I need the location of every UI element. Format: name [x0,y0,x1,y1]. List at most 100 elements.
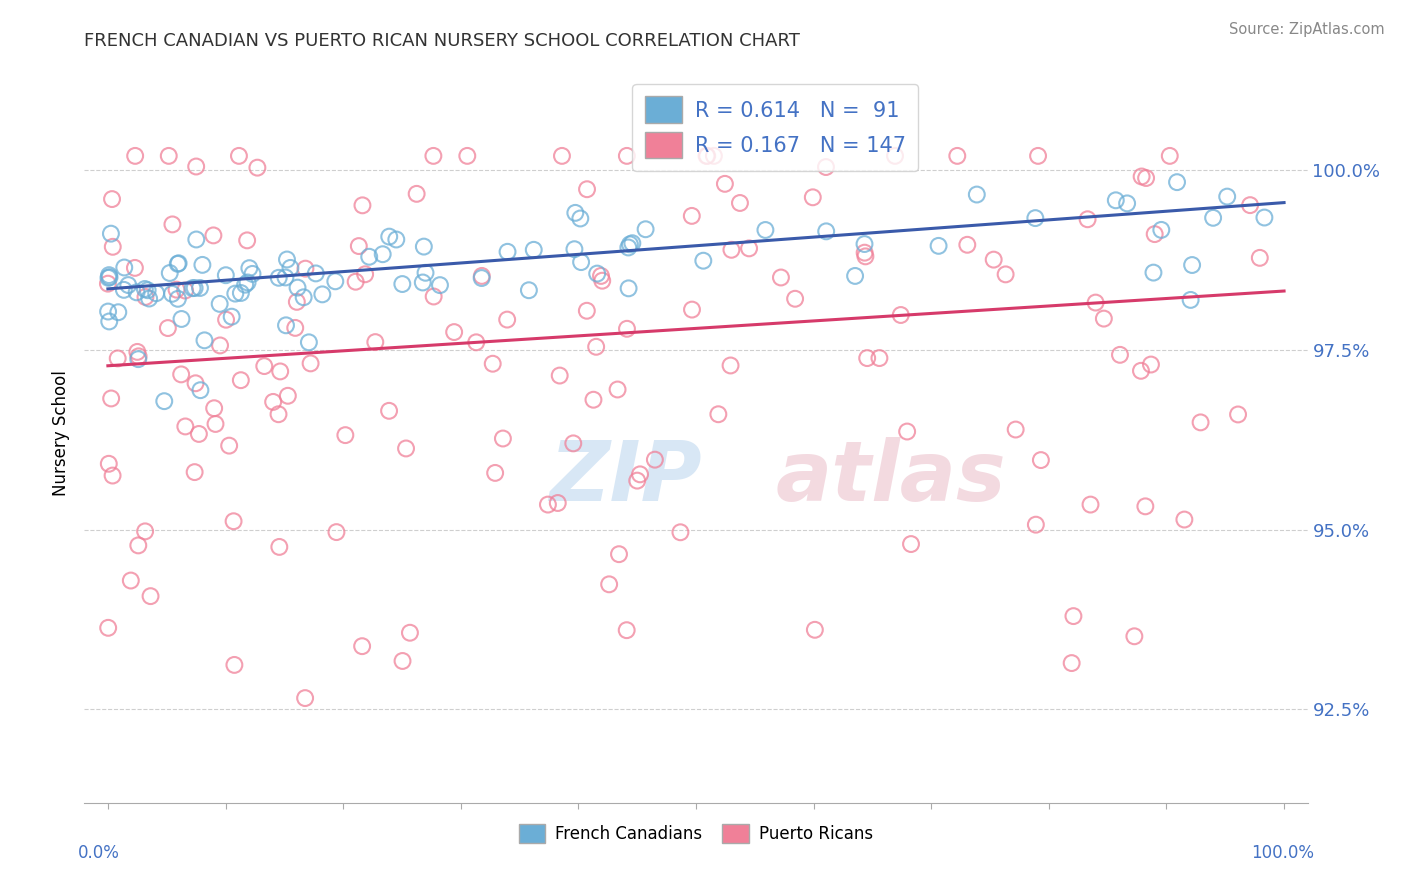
Point [681,302,703,317]
Point [1077,212,1099,227]
Point [1159,149,1181,163]
Point [804,623,827,637]
Point [607,547,630,561]
Point [269,364,291,378]
Point [127,345,149,359]
Point [347,239,370,253]
Point [238,261,260,276]
Point [267,407,290,421]
Point [298,335,321,350]
Point [174,284,197,298]
Point [1173,512,1195,526]
Point [422,289,444,303]
Point [547,496,569,510]
Point [269,540,291,554]
Point [728,196,751,211]
Text: 0.0%: 0.0% [79,844,120,862]
Point [429,278,451,293]
Point [97,621,120,635]
Point [1024,211,1046,226]
Point [443,325,465,339]
Point [188,281,211,295]
Point [669,525,692,540]
Point [1189,416,1212,430]
Point [107,351,129,366]
Point [1092,311,1115,326]
Point [1142,266,1164,280]
Point [1109,348,1132,362]
Point [616,322,638,336]
Point [703,149,725,163]
Point [399,625,422,640]
Point [371,247,394,261]
Point [267,270,290,285]
Y-axis label: Nursery School: Nursery School [52,369,70,496]
Point [183,281,205,295]
Point [456,149,478,163]
Point [101,468,124,483]
Point [1029,453,1052,467]
Point [585,340,607,354]
Point [385,232,408,246]
Point [236,233,259,247]
Point [190,383,212,397]
Point [364,335,387,350]
Point [720,359,742,373]
Point [138,292,160,306]
Point [681,209,703,223]
Point [1140,358,1163,372]
Point [97,277,120,291]
Point [157,149,180,163]
Point [496,312,519,326]
Point [785,292,807,306]
Point [617,240,640,254]
Point [378,404,401,418]
Text: atlas: atlas [776,436,1007,517]
Point [233,277,256,292]
Point [890,308,912,322]
Point [253,359,276,373]
Point [589,268,612,283]
Point [481,357,503,371]
Point [215,268,238,283]
Point [136,283,159,297]
Text: ZIP: ZIP [550,436,702,517]
Text: Source: ZipAtlas.com: Source: ZipAtlas.com [1229,22,1385,37]
Point [551,149,574,163]
Point [221,310,243,324]
Point [193,334,215,348]
Point [160,286,183,301]
Point [1249,251,1271,265]
Point [707,407,730,421]
Point [1025,517,1047,532]
Point [815,224,838,238]
Point [405,186,427,201]
Point [344,275,367,289]
Point [97,270,120,285]
Point [537,498,560,512]
Point [274,318,297,333]
Point [1060,656,1083,670]
Point [844,268,866,283]
Point [224,657,246,672]
Point [1080,498,1102,512]
Point [284,321,307,335]
Point [335,428,357,442]
Point [586,267,609,281]
Point [276,252,298,267]
Point [166,257,188,271]
Point [159,266,181,280]
Point [928,239,950,253]
Point [769,270,792,285]
Point [280,260,302,275]
Point [582,392,605,407]
Point [1143,227,1166,241]
Point [1116,196,1139,211]
Point [754,223,776,237]
Point [983,252,1005,267]
Point [696,149,718,163]
Point [496,244,519,259]
Point [1150,223,1173,237]
Point [236,276,259,290]
Point [576,182,599,196]
